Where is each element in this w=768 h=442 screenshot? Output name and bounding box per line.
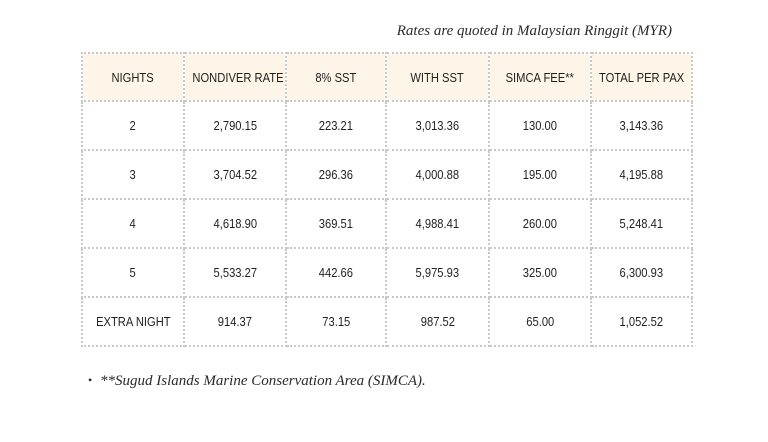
cell-total-per-pax: 3,143.36 — [590, 100, 693, 151]
header-row: NIGHTS NONDIVER RATE 8% SST WITH SST SIM… — [81, 52, 693, 102]
cell-sst: 73.15 — [285, 296, 387, 347]
cell-total-per-pax: 5,248.41 — [590, 198, 693, 249]
cell-nondiver-rate: 2,790.15 — [183, 100, 287, 151]
cell-nondiver-rate: 3,704.52 — [183, 149, 287, 200]
cell-sst: 442.66 — [285, 247, 387, 298]
cell-nondiver-rate: 914.37 — [183, 296, 287, 347]
table-row: EXTRA NIGHT 914.37 73.15 987.52 65.00 1,… — [81, 296, 693, 347]
cell-nondiver-rate: 5,533.27 — [183, 247, 287, 298]
cell-simca-fee: 195.00 — [488, 149, 592, 200]
cell-simca-fee: 130.00 — [488, 100, 592, 151]
cell-simca-fee: 260.00 — [488, 198, 592, 249]
cell-with-sst: 4,988.41 — [385, 198, 490, 249]
cell-total-per-pax: 1,052.52 — [590, 296, 693, 347]
table-row: 2 2,790.15 223.21 3,013.36 130.00 3,143.… — [81, 100, 693, 151]
table-body: 2 2,790.15 223.21 3,013.36 130.00 3,143.… — [81, 100, 693, 347]
cell-nights: 3 — [81, 149, 185, 200]
cell-nights: 5 — [81, 247, 185, 298]
currency-caption: Rates are quoted in Malaysian Ringgit (M… — [396, 23, 672, 39]
bullet-icon: • — [88, 373, 93, 387]
header-simca-fee: SIMCA FEE** — [488, 52, 592, 102]
rates-table: NIGHTS NONDIVER RATE 8% SST WITH SST SIM… — [81, 52, 693, 347]
cell-nondiver-rate: 4,618.90 — [183, 198, 287, 249]
cell-nights: EXTRA NIGHT — [81, 296, 185, 347]
cell-with-sst: 987.52 — [385, 296, 490, 347]
table-header: NIGHTS NONDIVER RATE 8% SST WITH SST SIM… — [81, 52, 693, 102]
table-row: 5 5,533.27 442.66 5,975.93 325.00 6,300.… — [81, 247, 693, 298]
footnote-text: **Sugud Islands Marine Conservation Area… — [100, 373, 426, 389]
cell-with-sst: 4,000.88 — [385, 149, 490, 200]
header-nights: NIGHTS — [81, 52, 185, 102]
cell-sst: 369.51 — [285, 198, 387, 249]
header-total-per-pax: TOTAL PER PAX — [590, 52, 693, 102]
header-nondiver-rate: NONDIVER RATE — [183, 52, 287, 102]
cell-nights: 2 — [81, 100, 185, 151]
header-sst: 8% SST — [285, 52, 387, 102]
cell-sst: 296.36 — [285, 149, 387, 200]
cell-total-per-pax: 4,195.88 — [590, 149, 693, 200]
cell-nights: 4 — [81, 198, 185, 249]
simca-footnote: • **Sugud Islands Marine Conservation Are… — [88, 373, 426, 390]
table-row: 4 4,618.90 369.51 4,988.41 260.00 5,248.… — [81, 198, 693, 249]
cell-with-sst: 3,013.36 — [385, 100, 490, 151]
cell-total-per-pax: 6,300.93 — [590, 247, 693, 298]
cell-simca-fee: 325.00 — [488, 247, 592, 298]
cell-simca-fee: 65.00 — [488, 296, 592, 347]
cell-sst: 223.21 — [285, 100, 387, 151]
header-with-sst: WITH SST — [385, 52, 490, 102]
table-row: 3 3,704.52 296.36 4,000.88 195.00 4,195.… — [81, 149, 693, 200]
cell-with-sst: 5,975.93 — [385, 247, 490, 298]
